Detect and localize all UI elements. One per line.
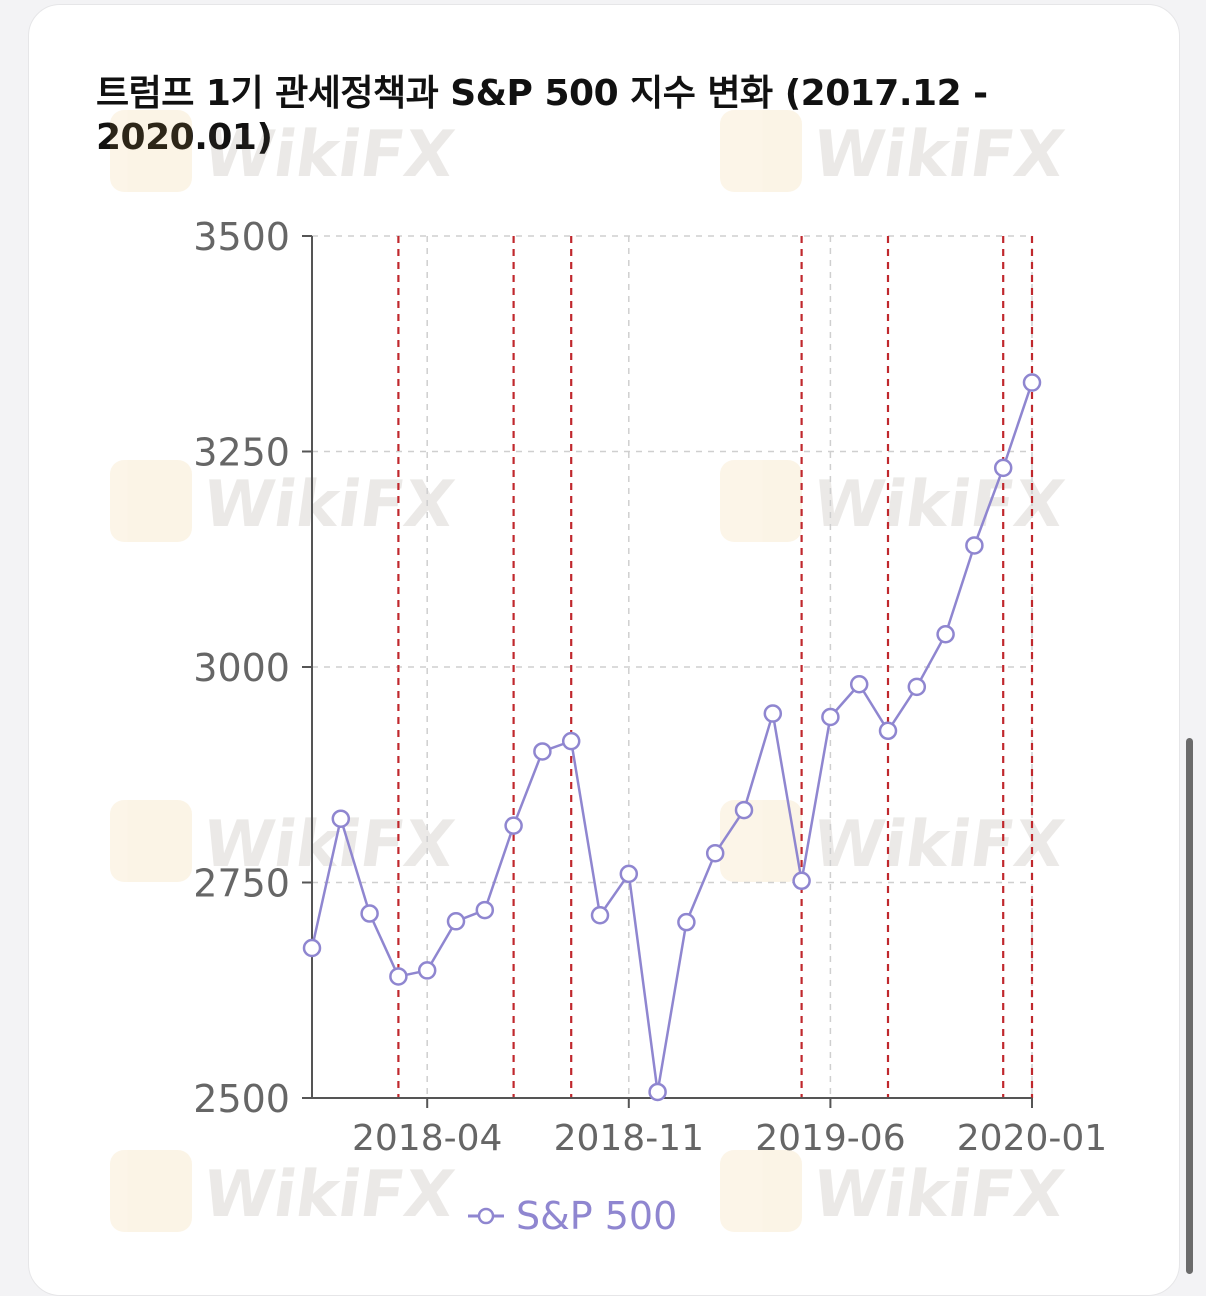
watermark-text: WikiFX — [808, 1157, 1069, 1232]
watermark-logo-icon — [110, 800, 192, 882]
data-point — [907, 677, 927, 697]
data-point — [389, 967, 408, 986]
y-tick-label: 2750 — [193, 862, 290, 906]
grid-lines — [312, 235, 1033, 1098]
legend-marker-icon — [477, 1207, 495, 1225]
data-point — [936, 624, 955, 644]
watermark-logo-icon — [110, 460, 192, 542]
data-point — [993, 458, 1013, 478]
data-point — [705, 843, 725, 863]
watermark-text: WikiFX — [198, 117, 459, 192]
watermark: WikiFX — [720, 110, 1069, 192]
axes: 2500 2750 3000 3250 3500 2018-04 2018-11 2019-0… — [193, 215, 1107, 1159]
data-point — [648, 1082, 667, 1102]
data-point — [619, 864, 639, 884]
watermark-logo-icon — [720, 1150, 802, 1232]
watermark-text: WikiFX — [198, 467, 459, 542]
data-point — [821, 707, 840, 727]
data-point — [849, 674, 869, 694]
legend[interactable]: S&P 500 — [468, 1194, 677, 1238]
watermark: WikiFX — [720, 1150, 1069, 1232]
data-point — [331, 809, 351, 828]
data-point — [734, 800, 754, 820]
y-tick-label: 3500 — [193, 215, 290, 259]
data-point — [417, 961, 437, 980]
data-point — [475, 900, 495, 920]
data-point — [360, 904, 379, 923]
data-point — [590, 906, 610, 925]
watermark: WikiFX — [110, 110, 459, 192]
data-point — [965, 536, 984, 555]
y-tick-label: 2500 — [193, 1077, 290, 1121]
watermark-text: WikiFX — [198, 1157, 459, 1232]
data-point — [504, 816, 523, 835]
watermark-logo-icon — [110, 1150, 192, 1232]
watermark-text: WikiFX — [808, 467, 1069, 542]
watermark: WikiFX — [110, 1150, 459, 1232]
watermark-logo-icon — [720, 110, 802, 192]
watermark-logo-icon — [110, 110, 192, 192]
data-point — [792, 871, 811, 891]
data-point — [533, 742, 552, 761]
watermark-text: WikiFX — [808, 807, 1069, 882]
watermark: WikiFX — [720, 460, 1069, 542]
scrollbar[interactable] — [1186, 738, 1193, 1274]
watermark-layer: WikiFX WikiFX WikiFX WikiFX WikiFX WikiFX Wiki… — [110, 110, 1069, 1232]
data-point — [1022, 373, 1042, 392]
data-point — [561, 731, 581, 751]
data-point — [302, 938, 322, 958]
chart-card — [28, 4, 1180, 1296]
watermark-logo-icon — [720, 460, 802, 542]
x-tick-label: 2019-06 — [755, 1118, 905, 1159]
chart-title: 트럼프 1기 관세정책과 S&P 500 지수 변화 (2017.12 - 20… — [96, 73, 988, 158]
watermark: WikiFX — [720, 800, 1069, 882]
data-point — [446, 912, 466, 931]
x-tick-label: 2020-01 — [957, 1118, 1107, 1159]
event-lines — [397, 236, 1034, 1098]
x-tick-label: 2018-04 — [352, 1118, 502, 1159]
watermark: WikiFX — [110, 460, 459, 542]
data-point — [763, 704, 783, 723]
watermark-text: WikiFX — [808, 117, 1069, 192]
watermark-logo-icon — [720, 800, 802, 882]
data-point — [677, 912, 696, 932]
series-layer — [302, 373, 1042, 1102]
y-tick-label: 3250 — [193, 431, 290, 475]
data-point — [878, 721, 898, 741]
legend-label[interactable]: S&P 500 — [516, 1194, 677, 1238]
x-tick-label: 2018-11 — [554, 1118, 704, 1159]
y-tick-label: 3000 — [193, 646, 290, 690]
